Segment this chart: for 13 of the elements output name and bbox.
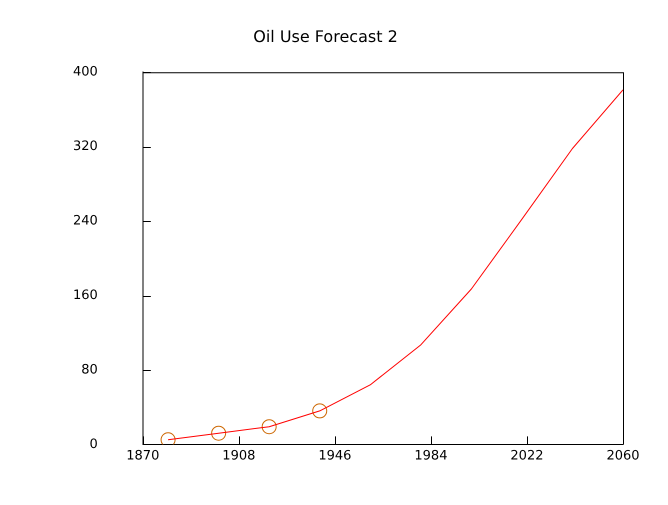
y-tick-label: 400 — [72, 64, 98, 80]
y-tick-label: 0 — [90, 436, 98, 452]
y-tick-label: 240 — [72, 213, 98, 228]
y-tick-label: 320 — [72, 139, 98, 154]
y-tick-label: 80 — [81, 362, 98, 378]
x-tick-label: 1984 — [414, 448, 448, 464]
x-tick-label: 2022 — [510, 448, 544, 464]
x-tick-label: 2060 — [606, 448, 640, 464]
x-tick-label: 1946 — [318, 448, 352, 464]
x-tick-label: 1908 — [222, 448, 256, 464]
chart-title: Oil Use Forecast 2 — [253, 26, 398, 46]
y-tick-label: 160 — [72, 288, 98, 303]
x-tick-label: 1870 — [126, 448, 160, 464]
